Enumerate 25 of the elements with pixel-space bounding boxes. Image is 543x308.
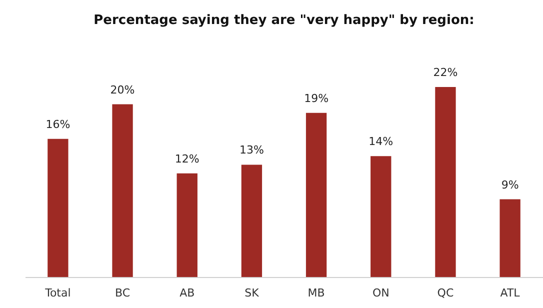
x-tick-label: AB [180,286,195,300]
data-label: 16% [46,118,70,131]
x-tick-label: ON [372,286,390,300]
data-label: 13% [239,144,264,157]
chart-title: Percentage saying they are "very happy" by region: [94,13,474,28]
data-label: 19% [304,92,329,105]
data-label: 12% [174,152,200,166]
bar [500,199,520,277]
bar [435,87,456,277]
bar [112,104,133,277]
x-tick-label: SK [244,286,260,300]
x-tick-label: QC [437,286,454,300]
data-label: 20% [110,83,135,96]
data-label: 9% [501,178,519,192]
x-tick-label: MB [308,286,325,300]
bar [306,112,327,277]
x-tick-label: ATL [500,286,521,300]
bar [48,138,68,277]
bar [241,164,262,277]
data-label: 14% [368,135,394,148]
data-label: 22% [433,66,458,79]
bar [370,156,392,277]
x-tick-label: BC [115,286,130,300]
x-tick-label: Total [44,286,71,300]
bar [176,173,198,277]
